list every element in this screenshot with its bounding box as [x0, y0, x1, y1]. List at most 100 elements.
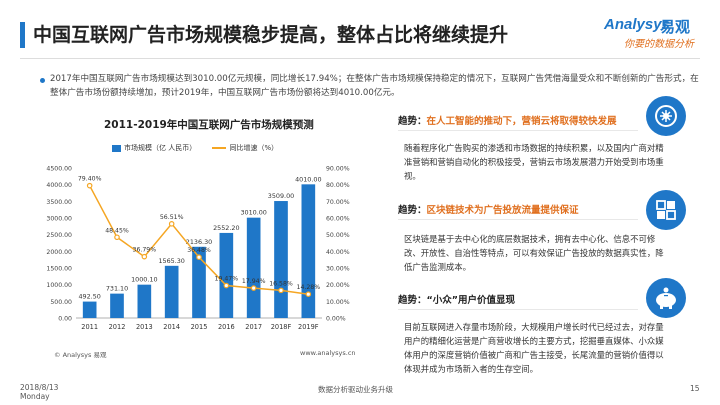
blockchain-glyph	[656, 200, 676, 220]
y-right-tick-label: 0.00%	[326, 316, 346, 323]
bar	[246, 217, 261, 318]
trend-2-divider	[398, 219, 638, 220]
logo-text-cn: 易观	[660, 18, 691, 36]
x-tick-label: 2014	[163, 323, 180, 331]
bar	[164, 265, 179, 318]
growth-point	[168, 221, 175, 227]
x-tick-label: 2011	[81, 323, 98, 331]
x-tick-label: 2013	[136, 323, 153, 331]
x-tick-label: 2012	[109, 323, 126, 331]
ai-brain-icon	[646, 96, 686, 136]
page-number: 15	[690, 384, 700, 393]
footer-tagline: 数据分析驱动业务升级	[318, 385, 393, 394]
y-left-tick-label: 2000.00	[46, 249, 72, 256]
ai-brain-glyph	[655, 105, 677, 127]
bar-value-label: 1000.10	[131, 276, 157, 284]
analysys-logo: Analysys 易观 你要的数据分析	[604, 14, 708, 54]
trend-3-heading: “小众”用户价值显现	[426, 295, 516, 306]
y-right-tick-label: 80.00%	[326, 182, 350, 189]
y-right-tick-label: 90.00%	[326, 166, 350, 173]
y-right-tick-label: 40.00%	[326, 249, 350, 256]
bar-value-label: 3010.00	[240, 209, 266, 217]
bar-value-label: 2552.20	[213, 224, 239, 232]
bar	[137, 284, 152, 318]
x-tick-label: 2019F	[298, 323, 319, 331]
blockchain-icon	[646, 190, 686, 230]
y-left-tick-label: 4500.00	[46, 166, 72, 173]
chart-title: 2011-2019年中国互联网广告市场规模预测	[104, 119, 314, 131]
trend-1-prefix: 趋势：	[398, 116, 427, 127]
page-title: 中国互联网广告市场规模稳步提高，整体占比将继续提升	[33, 24, 509, 46]
footer-date: 2018/8/13 Monday	[20, 383, 58, 401]
y-right-tick-label: 50.00%	[326, 232, 350, 239]
growth-point	[250, 285, 257, 291]
chart-source: © Analysys 易观	[54, 351, 107, 359]
logo-text-en: Analysys	[604, 16, 670, 33]
trend-2-prefix: 趋势：	[398, 205, 427, 216]
footer-weekday: Monday	[20, 392, 50, 401]
y-right-tick-label: 30.00%	[326, 266, 350, 273]
growth-label: 14.28%	[297, 284, 321, 291]
bar	[192, 246, 206, 318]
trend-3-prefix: 趋势：	[398, 295, 427, 306]
trend-2-body: 区块链是基于去中心化的底层数据技术，拥有去中心化、信息不可修改、开放性、自治性等…	[404, 234, 664, 272]
trend-3-title: 趋势：“小众”用户价值显现	[398, 292, 515, 306]
bar	[82, 301, 97, 318]
bar-value-label: 4010.00	[295, 175, 321, 183]
trend-2-heading: 区块链技术为广告投放流量提供保证	[426, 205, 579, 216]
legend-swatch-bar	[112, 144, 121, 152]
y-left-tick-label: 3500.00	[46, 199, 72, 206]
y-left-tick-label: 2500.00	[46, 232, 72, 239]
trend-3-divider	[398, 309, 638, 310]
bar	[274, 201, 288, 318]
y-left-tick-label: 1000.00	[46, 282, 72, 289]
trend-1-heading: 在人工智能的推动下，营销云将取得较快发展	[426, 116, 617, 127]
intro-paragraph: 2017年中国互联网广告市场规模达到3010.00亿元规模，同比增长17.94%…	[50, 74, 699, 98]
bar	[110, 293, 124, 318]
header-divider	[20, 58, 700, 59]
market-size-chart: 0.00 500.00 1000.00 1500.00 2000.00 2500.00 30…	[46, 166, 350, 332]
trend-2-title: 趋势：区块链技术为广告投放流量提供保证	[398, 202, 579, 216]
growth-point	[86, 182, 93, 189]
bar-value-label: 731.10	[106, 285, 128, 293]
growth-point	[196, 254, 202, 261]
x-tick-label: 2015	[191, 323, 208, 331]
y-left-tick-label: 0.00	[58, 316, 72, 323]
growth-point	[114, 234, 120, 241]
growth-label: 16.58%	[269, 280, 293, 287]
growth-label: 36.79%	[133, 247, 157, 254]
y-right-tick-label: 60.00%	[326, 216, 350, 223]
growth-label: 48.45%	[105, 227, 129, 234]
legend-item-line: 同比增速（%）	[212, 143, 278, 153]
growth-point	[305, 291, 312, 298]
y-right-tick-label: 10.00%	[326, 299, 350, 306]
growth-point	[141, 253, 148, 260]
y-left-tick-label: 1500.00	[46, 266, 72, 273]
x-tick-label: 2017	[245, 323, 262, 331]
y-left-tick-label: 4000.00	[46, 182, 72, 189]
legend-label-line: 同比增速（%）	[229, 144, 279, 152]
growth-label: 17.94%	[242, 278, 266, 285]
bar-value-label: 2136.30	[186, 238, 212, 246]
bullet-dot	[40, 78, 45, 83]
chart-site: www.analysys.cn	[300, 349, 356, 357]
y-right-tick-label: 70.00%	[326, 199, 350, 206]
chart-legend: 市场规模（亿 人民币） 同比增速（%）	[112, 143, 292, 153]
growth-label: 56.51%	[160, 214, 184, 221]
growth-label: 36.48%	[187, 247, 211, 254]
bar-value-label: 3509.00	[268, 192, 294, 200]
logo-slogan: 你要的数据分析	[624, 39, 694, 50]
growth-point	[278, 287, 284, 294]
trend-1-divider	[398, 130, 638, 131]
bar-value-label: 1565.30	[158, 257, 184, 265]
legend-label-bar: 市场规模（亿 人民币）	[124, 144, 197, 152]
title-accent-bar	[20, 22, 25, 48]
footer-date-value: 2018/8/13	[20, 383, 59, 392]
bar-value-label: 492.50	[78, 293, 100, 301]
bar	[301, 184, 316, 318]
bar	[219, 232, 234, 318]
growth-label: 19.47%	[215, 276, 239, 283]
x-tick-label: 2016	[218, 323, 235, 331]
piggy-bank-glyph	[656, 287, 676, 309]
piggy-bank-icon	[646, 278, 686, 318]
